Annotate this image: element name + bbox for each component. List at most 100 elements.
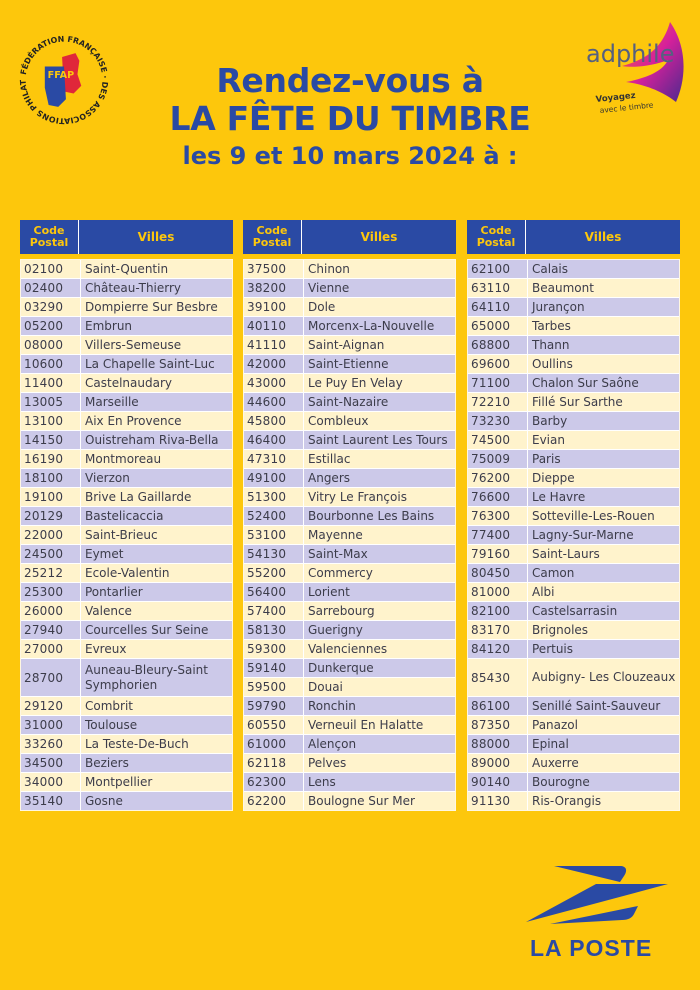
city-name: Castelnaudary <box>85 375 172 390</box>
postal-code: 74500 <box>468 431 528 449</box>
table-row: 73230 Barby <box>468 412 679 431</box>
city-name: Lagny-Sur-Marne <box>532 527 634 542</box>
city-name: Evreux <box>85 641 127 656</box>
city-name: Saint-Aignan <box>308 337 385 352</box>
table-row: 46400 Saint Laurent Les Tours <box>244 431 455 450</box>
table-row: 60550 Verneuil En Halatte <box>244 716 455 735</box>
table-row: 14150 Ouistreham Riva-Bella <box>21 431 232 450</box>
city-name: Vierzon <box>85 470 130 485</box>
city-name: Montmoreau <box>85 451 162 466</box>
postal-code: 57400 <box>244 602 304 620</box>
postal-code: 86100 <box>468 697 528 715</box>
city-name: Toulouse <box>85 717 138 732</box>
city-name: Combleux <box>308 413 369 428</box>
table-row: 63110 Beaumont <box>468 279 679 298</box>
header-villes: Villes <box>584 230 622 244</box>
city-name: Vitry Le François <box>308 489 407 504</box>
table-row: 38200 Vienne <box>244 279 455 298</box>
city-name: Dompierre Sur Besbre <box>85 299 218 314</box>
city-name: Beziers <box>85 755 129 770</box>
postal-code: 59790 <box>244 697 304 715</box>
table-row: 51300 Vitry Le François <box>244 488 455 507</box>
city-name: Eymet <box>85 546 124 561</box>
city-name: Boulogne Sur Mer <box>308 793 415 808</box>
postal-code: 60550 <box>244 716 304 734</box>
city-name: Castelsarrasin <box>532 603 618 618</box>
table-row: 34000 Montpellier <box>21 773 232 792</box>
city-name: Guerigny <box>308 622 363 637</box>
postal-code: 49100 <box>244 469 304 487</box>
table-header: Code Postal Villes <box>20 220 233 254</box>
table-row: 68800 Thann <box>468 336 679 355</box>
city-name: Saint Laurent Les Tours <box>308 432 448 447</box>
postal-code: 18100 <box>21 469 81 487</box>
postal-code: 08000 <box>21 336 81 354</box>
table-row: 25212 Ecole-Valentin <box>21 564 232 583</box>
postal-code: 02400 <box>21 279 81 297</box>
table-row: 55200 Commercy <box>244 564 455 583</box>
city-name: Le Puy En Velay <box>308 375 403 390</box>
table-row: 29120 Combrit <box>21 697 232 716</box>
postal-code: 62100 <box>468 260 528 278</box>
postal-code: 44600 <box>244 393 304 411</box>
city-name: Mayenne <box>308 527 363 542</box>
table-row: 20129 Bastelicaccia <box>21 507 232 526</box>
table-row: 44600 Saint-Nazaire <box>244 393 455 412</box>
table-row: 74500 Evian <box>468 431 679 450</box>
table-row: 59140 Dunkerque <box>244 659 455 678</box>
city-name: Brignoles <box>532 622 589 637</box>
table-row: 64110 Jurançon <box>468 298 679 317</box>
table-body: 02100 Saint-Quentin 02400 Château-Thierry 03… <box>20 259 233 811</box>
postal-code: 35140 <box>21 792 81 810</box>
title-line-1: Rendez-vous à <box>216 61 484 100</box>
postal-code: 13100 <box>21 412 81 430</box>
postal-code: 87350 <box>468 716 528 734</box>
city-name: La Teste-De-Buch <box>85 736 189 751</box>
table-row: 77400 Lagny-Sur-Marne <box>468 526 679 545</box>
postal-code: 27940 <box>21 621 81 639</box>
table-row: 10600 La Chapelle Saint-Luc <box>21 355 232 374</box>
header-code-postal: Code Postal <box>20 220 79 254</box>
postal-code: 45800 <box>244 412 304 430</box>
table-row: 72210 Fillé Sur Sarthe <box>468 393 679 412</box>
table-row: 34500 Beziers <box>21 754 232 773</box>
table-row: 88000 Epinal <box>468 735 679 754</box>
table-row: 91130 Ris-Orangis <box>468 792 679 810</box>
postal-code: 79160 <box>468 545 528 563</box>
table-row: 81000 Albi <box>468 583 679 602</box>
city-name: Dieppe <box>532 470 575 485</box>
postal-code: 65000 <box>468 317 528 335</box>
city-name: Saint-Nazaire <box>308 394 389 409</box>
table-row: 45800 Combleux <box>244 412 455 431</box>
postal-code: 47310 <box>244 450 304 468</box>
city-name: Villers-Semeuse <box>85 337 182 352</box>
postal-code: 03290 <box>21 298 81 316</box>
city-name: Ouistreham Riva-Bella <box>85 432 219 447</box>
adphile-wordmark: adphile <box>586 40 675 68</box>
table-row: 02100 Saint-Quentin <box>21 260 232 279</box>
postal-code: 64110 <box>468 298 528 316</box>
postal-code: 76600 <box>468 488 528 506</box>
postal-code: 63110 <box>468 279 528 297</box>
table-row: 24500 Eymet <box>21 545 232 564</box>
postal-table-1: Code Postal Villes 02100 Saint-Quentin 024… <box>20 220 233 811</box>
table-row: 16190 Montmoreau <box>21 450 232 469</box>
table-row: 62118 Pelves <box>244 754 455 773</box>
city-name: Tarbes <box>532 318 571 333</box>
table-row: 08000 Villers-Semeuse <box>21 336 232 355</box>
postal-code: 16190 <box>21 450 81 468</box>
postal-code: 56400 <box>244 583 304 601</box>
postal-code: 19100 <box>21 488 81 506</box>
table-row: 59300 Valenciennes <box>244 640 455 659</box>
table-row: 26000 Valence <box>21 602 232 621</box>
header-code-postal: Code Postal <box>243 220 302 254</box>
table-row: 35140 Gosne <box>21 792 232 810</box>
table-row: 53100 Mayenne <box>244 526 455 545</box>
table-row: 52400 Bourbonne Les Bains <box>244 507 455 526</box>
postal-code: 84120 <box>468 640 528 658</box>
city-name: Valence <box>85 603 132 618</box>
table-row: 62200 Boulogne Sur Mer <box>244 792 455 810</box>
city-name: Albi <box>532 584 555 599</box>
postal-code: 41110 <box>244 336 304 354</box>
postal-code: 71100 <box>468 374 528 392</box>
